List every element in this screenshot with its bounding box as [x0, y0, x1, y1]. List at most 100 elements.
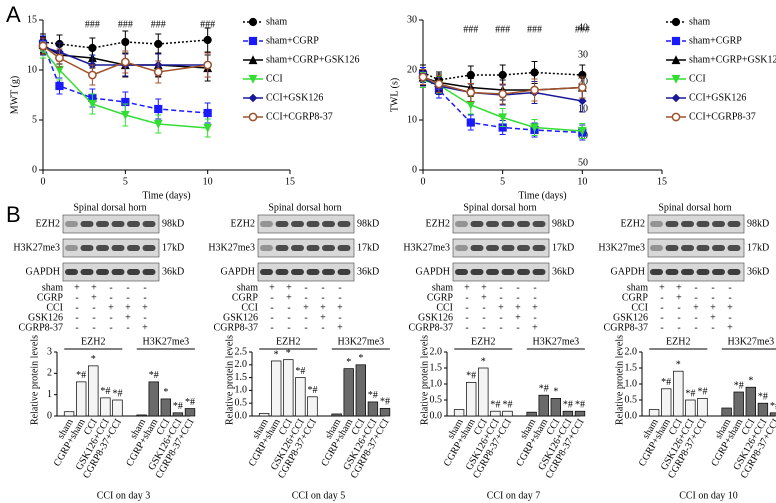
blot-protein: GAPDH	[221, 266, 255, 277]
bar-annotation: *	[274, 349, 279, 360]
blot-band	[80, 269, 94, 275]
y-tick-label: 0.0	[430, 410, 443, 421]
bar	[490, 410, 501, 417]
blot-band	[260, 221, 273, 227]
blot-band	[532, 269, 546, 275]
series-line	[42, 43, 208, 114]
marker	[248, 55, 258, 65]
treatment-sign: -	[338, 292, 341, 303]
annotation: ###	[200, 19, 215, 30]
blot-band	[142, 245, 156, 251]
treatment-name: CGRP8-37	[19, 322, 63, 333]
legend-label: CCI	[689, 73, 706, 84]
blot-band	[681, 221, 694, 227]
blot-band-bg	[647, 262, 745, 282]
stray-label: 50	[578, 157, 588, 168]
bar	[673, 370, 684, 417]
marker	[203, 108, 212, 118]
treatment-sign: +	[286, 282, 292, 293]
y-axis-label: Relative protein levels	[224, 335, 235, 425]
bar	[745, 386, 757, 417]
blot-band	[80, 221, 94, 227]
blot-band	[712, 221, 725, 227]
y-tick-label: 0.5	[625, 394, 638, 405]
bar-annotation: *#	[76, 370, 86, 381]
y-tick-label: 2.0	[625, 346, 638, 357]
treatment-sign: +	[676, 292, 682, 303]
legend-label: CCI+CGRP8-37	[689, 111, 756, 122]
blot-size: 17kD	[162, 242, 184, 253]
blot-protein: H3K27me3	[403, 242, 450, 253]
blot-size: 36kD	[552, 266, 574, 277]
blot-band	[517, 245, 530, 251]
marker	[248, 112, 258, 122]
panel-label: B	[6, 202, 21, 227]
y-tick-label: 5	[32, 114, 37, 125]
treatment-sign: -	[499, 282, 502, 293]
annotation: ###	[463, 24, 478, 35]
y-tick-label: 0.0	[625, 410, 638, 421]
blot-band	[111, 221, 125, 227]
blot-title: Spinal dorsal horn	[73, 202, 146, 213]
x-tick-label: 5	[123, 176, 128, 187]
bar-annotation: *	[358, 353, 363, 364]
treatment-sign: +	[532, 322, 538, 333]
marker	[578, 96, 587, 106]
bar-annotation: *#	[149, 370, 159, 381]
marker	[248, 74, 258, 84]
blot-band-bg	[257, 238, 355, 258]
blot-band	[665, 245, 679, 251]
treatment-sign: +	[142, 302, 148, 313]
treatment-sign: -	[711, 282, 714, 293]
bar-annotation: *#	[307, 385, 317, 396]
bar-annotation: *#	[380, 397, 390, 408]
legend-label: CCI	[266, 73, 283, 84]
annotation: ###	[575, 24, 590, 35]
y-tick-label: 1.5	[625, 362, 638, 373]
bar	[721, 407, 732, 417]
treatment-sign: -	[660, 312, 663, 323]
bar	[367, 401, 379, 417]
treatment-name: CGRP	[427, 292, 454, 303]
treatment-sign: +	[727, 322, 733, 333]
x-tick-label: 15	[285, 176, 295, 187]
y-tick-label: 1.0	[430, 378, 443, 389]
bar	[538, 394, 549, 417]
marker	[88, 70, 97, 80]
marker	[203, 60, 213, 70]
marker	[671, 36, 681, 46]
treatment-sign: +	[481, 282, 487, 293]
bar	[331, 413, 342, 417]
y-tick-label: 0.5	[430, 394, 443, 405]
treatment-sign: -	[711, 322, 714, 333]
group-label: H3K27me3	[727, 336, 774, 347]
marker	[154, 39, 163, 49]
blot-band	[275, 245, 289, 251]
blot-size: 17kD	[747, 242, 769, 253]
marker	[203, 123, 213, 133]
marker	[671, 74, 681, 84]
treatment-sign: +	[710, 312, 716, 323]
treatment-sign: +	[320, 312, 326, 323]
marker	[498, 89, 508, 99]
marker	[577, 126, 587, 136]
treatment-sign: -	[304, 282, 307, 293]
treatment-sign: -	[694, 312, 697, 323]
bar-annotation: *#	[770, 401, 776, 412]
blot-band	[650, 245, 663, 251]
bar-annotation: *	[553, 387, 558, 398]
series-line	[422, 71, 583, 81]
blot-band-bg	[452, 238, 550, 258]
y-tick-label: 20	[407, 64, 417, 75]
blot-band	[127, 269, 140, 275]
treatment-sign: +	[515, 302, 521, 313]
treatment-sign: -	[338, 282, 341, 293]
bar-annotation: *#	[758, 391, 768, 402]
blot-size: 36kD	[162, 266, 184, 277]
blot-band	[712, 245, 725, 251]
treatment-sign: +	[286, 292, 292, 303]
blot-band	[96, 221, 109, 227]
marker	[154, 104, 163, 114]
bar-annotation: *	[481, 356, 486, 367]
blot-band	[470, 221, 484, 227]
